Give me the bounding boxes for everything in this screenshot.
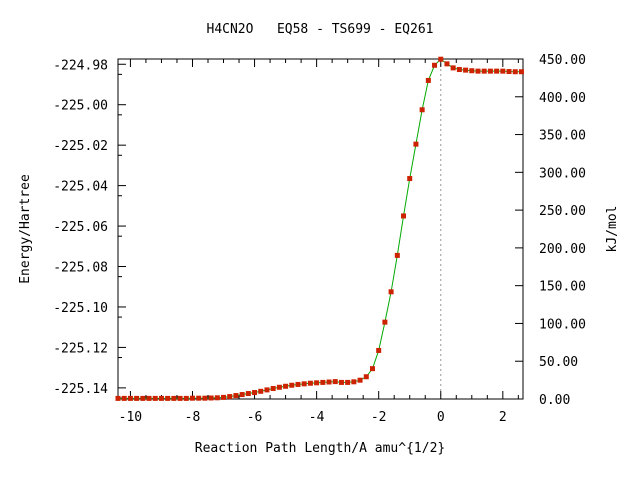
data-point bbox=[289, 382, 295, 388]
data-point bbox=[463, 67, 469, 73]
data-point bbox=[438, 56, 444, 62]
data-point bbox=[307, 380, 313, 386]
data-point bbox=[351, 379, 357, 385]
data-point bbox=[320, 379, 326, 385]
data-point bbox=[512, 69, 518, 75]
x-tick-label: -8 bbox=[185, 410, 201, 425]
data-point bbox=[345, 379, 351, 385]
y2-axis-label: kJ/mol bbox=[605, 206, 620, 253]
data-point bbox=[506, 69, 512, 75]
data-point bbox=[500, 68, 506, 74]
data-point bbox=[276, 384, 282, 390]
data-point bbox=[152, 395, 158, 401]
x-tick-label: -6 bbox=[247, 410, 263, 425]
data-point bbox=[494, 68, 500, 74]
y-tick-label: -225.12 bbox=[53, 341, 108, 356]
y-tick-label: -225.02 bbox=[53, 139, 108, 154]
data-point bbox=[177, 395, 183, 401]
data-point bbox=[283, 383, 289, 389]
data-point bbox=[518, 69, 524, 75]
x-tick-label: -4 bbox=[309, 410, 325, 425]
data-point bbox=[376, 347, 382, 353]
data-point bbox=[413, 141, 419, 147]
y-tick-label: -225.00 bbox=[53, 99, 108, 114]
data-point bbox=[196, 395, 202, 401]
data-point bbox=[456, 67, 462, 73]
data-point bbox=[369, 366, 375, 372]
y-tick-label: -225.06 bbox=[53, 220, 108, 235]
data-point bbox=[475, 68, 481, 74]
data-point bbox=[214, 395, 220, 401]
data-point bbox=[326, 379, 332, 385]
data-point bbox=[357, 377, 363, 383]
data-point bbox=[270, 385, 276, 391]
data-point bbox=[314, 380, 320, 386]
data-point bbox=[394, 252, 400, 258]
data-point bbox=[401, 213, 407, 219]
data-point bbox=[264, 387, 270, 393]
data-point bbox=[258, 388, 264, 394]
data-point bbox=[407, 176, 413, 182]
data-point bbox=[419, 107, 425, 113]
data-point bbox=[202, 395, 208, 401]
x-tick-label: 0 bbox=[437, 410, 445, 425]
x-tick-label: 2 bbox=[499, 410, 507, 425]
y2-tick-label: 400.00 bbox=[539, 91, 586, 106]
x-axis-label: Reaction Path Length/A amu^{1/2} bbox=[195, 441, 445, 456]
data-point bbox=[245, 391, 251, 397]
y-axis-label: Energy/Hartree bbox=[18, 174, 33, 284]
data-point bbox=[115, 395, 121, 401]
y2-tick-label: 100.00 bbox=[539, 317, 586, 332]
data-point bbox=[171, 395, 177, 401]
y2-tick-label: 450.00 bbox=[539, 53, 586, 68]
data-point bbox=[165, 395, 171, 401]
plot-frame bbox=[117, 58, 524, 400]
y-tick-label: -224.98 bbox=[53, 58, 108, 73]
data-point bbox=[388, 289, 394, 295]
y2-tick-label: 0.00 bbox=[539, 393, 570, 408]
data-point bbox=[332, 379, 338, 385]
y2-tick-label: 350.00 bbox=[539, 129, 586, 144]
data-point bbox=[134, 395, 140, 401]
data-point bbox=[127, 395, 133, 401]
data-point bbox=[382, 319, 388, 325]
y2-tick-label: 50.00 bbox=[539, 355, 578, 370]
data-point bbox=[183, 395, 189, 401]
series-line bbox=[118, 58, 522, 399]
data-point bbox=[227, 394, 233, 400]
data-point bbox=[450, 65, 456, 71]
y-tick-label: -225.14 bbox=[53, 382, 108, 397]
chart-title: H4CN2O EQ58 - TS699 - EQ261 bbox=[207, 22, 434, 37]
data-point bbox=[140, 395, 146, 401]
y2-tick-label: 250.00 bbox=[539, 204, 586, 219]
y-tick-label: -225.08 bbox=[53, 261, 108, 276]
x-tick-label: -2 bbox=[371, 410, 387, 425]
data-point bbox=[338, 379, 344, 385]
data-point bbox=[363, 374, 369, 380]
data-point bbox=[158, 395, 164, 401]
data-point bbox=[239, 392, 245, 398]
data-point bbox=[233, 393, 239, 399]
data-point bbox=[295, 381, 301, 387]
data-point bbox=[425, 77, 431, 83]
data-point bbox=[469, 68, 475, 74]
data-point bbox=[432, 62, 438, 68]
data-point bbox=[208, 395, 214, 401]
data-point bbox=[444, 61, 450, 67]
data-point bbox=[121, 395, 127, 401]
y-tick-label: -225.10 bbox=[53, 301, 108, 316]
data-point bbox=[301, 381, 307, 387]
data-point bbox=[481, 68, 487, 74]
y2-tick-label: 200.00 bbox=[539, 242, 586, 257]
data-point bbox=[189, 395, 195, 401]
data-point bbox=[221, 394, 227, 400]
y2-tick-label: 150.00 bbox=[539, 280, 586, 295]
data-point bbox=[487, 68, 493, 74]
data-point bbox=[252, 390, 258, 396]
y2-tick-label: 300.00 bbox=[539, 166, 586, 181]
x-tick-label: -10 bbox=[119, 410, 142, 425]
data-point bbox=[146, 395, 152, 401]
y-tick-label: -225.04 bbox=[53, 180, 108, 195]
